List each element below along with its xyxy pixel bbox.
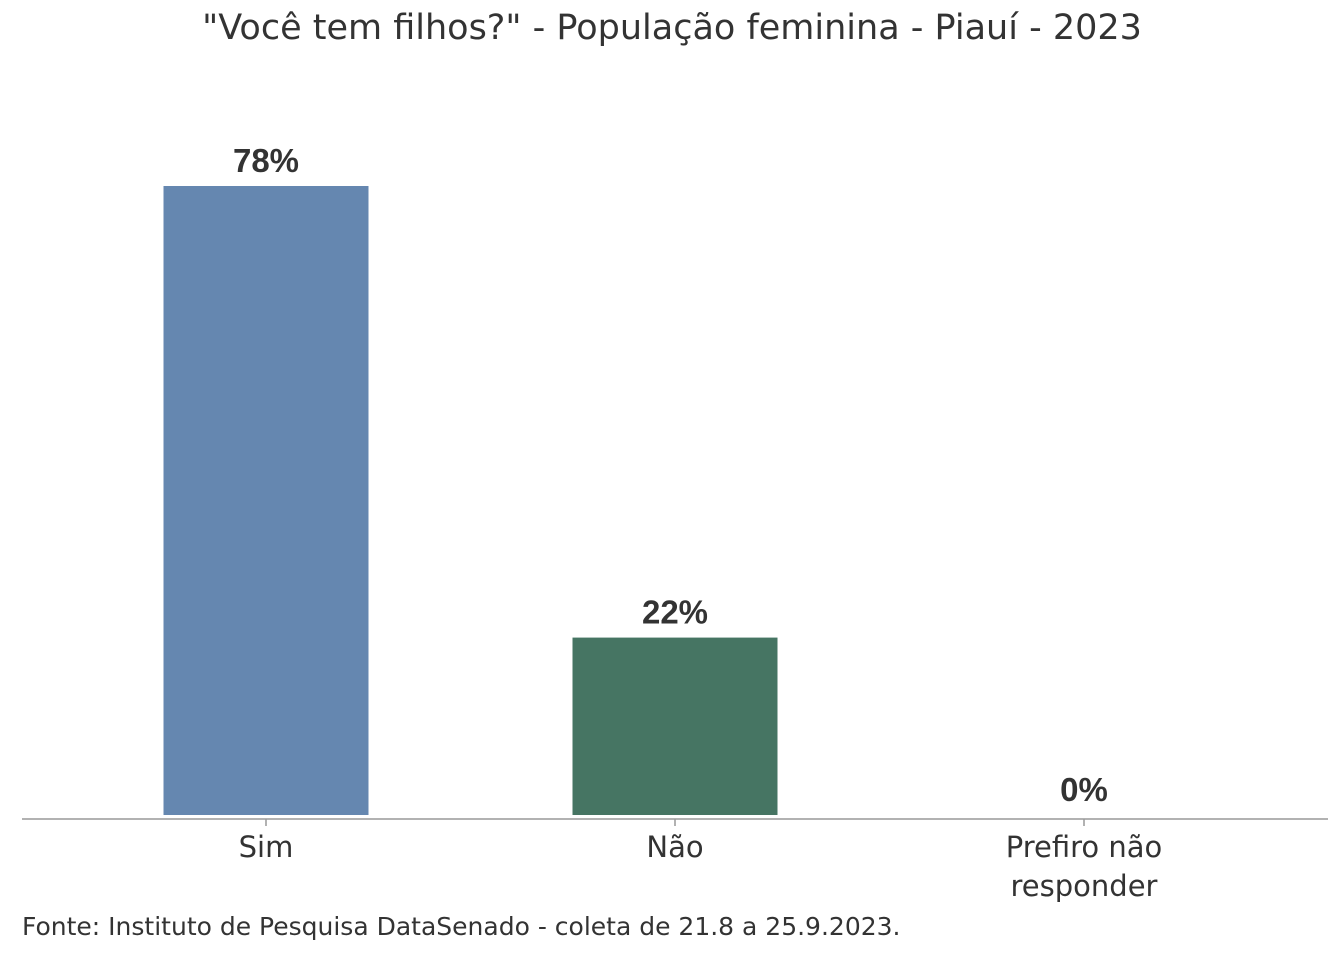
bar-1 xyxy=(572,637,778,815)
x-tick-label-0-0: Sim xyxy=(239,830,294,864)
x-tick-label-1-0: Não xyxy=(646,830,703,864)
x-tick-label-2-1: responder xyxy=(1011,869,1158,903)
source-note: Fonte: Instituto de Pesquisa DataSenado … xyxy=(22,912,901,941)
x-tick-label-2-0: Prefiro não xyxy=(1006,830,1163,864)
data-label-2: 0% xyxy=(1060,771,1108,808)
bar-0 xyxy=(163,186,369,815)
data-label-1: 22% xyxy=(642,594,708,631)
chart-title: "Você tem filhos?" - População feminina … xyxy=(202,8,1142,48)
data-label-0: 78% xyxy=(233,142,299,179)
